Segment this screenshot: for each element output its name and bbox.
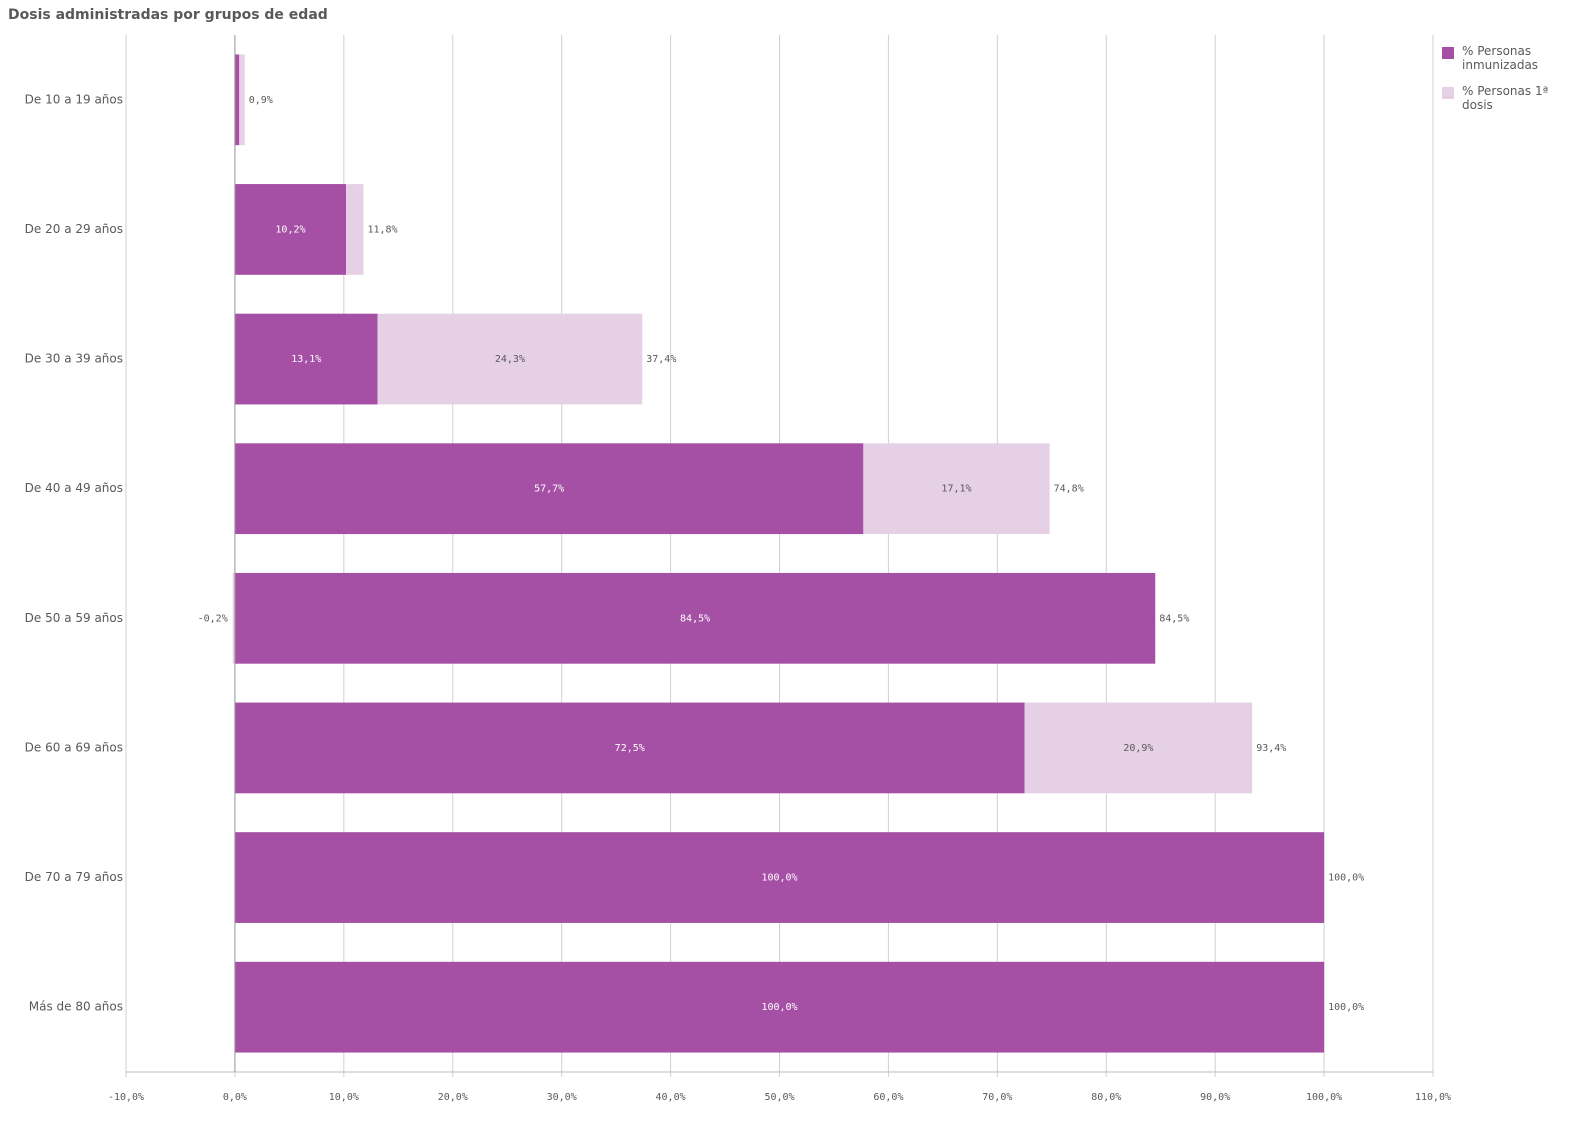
bar-segment [377,313,643,405]
total-label: 84,5% [1159,613,1189,624]
y-tick-label: De 20 a 29 años [25,222,123,236]
x-tick-label: 30,0% [547,1092,577,1103]
total-label: 37,4% [646,354,676,365]
value-label: 20,9% [1123,743,1153,754]
value-label: 17,1% [941,484,971,495]
value-label: 13,1% [291,354,321,365]
bar-segment [234,184,347,275]
legend-label: % Personas inmunizadas [1462,44,1539,72]
x-tick-label: 110,0% [1415,1092,1451,1103]
chart-title: Dosis administradas por grupos de edad [8,7,328,23]
bar-segment [234,832,1325,923]
total-label: 100,0% [1328,1002,1364,1013]
y-tick-label: De 60 a 69 años [25,740,123,754]
x-tick-label: 20,0% [438,1092,468,1103]
y-tick-label: De 30 a 39 años [25,352,123,366]
bar-segment [346,184,364,275]
bar-segment [234,313,378,405]
x-tick-label: -10,0% [108,1092,144,1103]
bar-segment [234,443,864,535]
total-label: 93,4% [1256,743,1286,754]
total-label: 74,8% [1054,484,1084,495]
value-label: 57,7% [534,484,564,495]
x-tick-label: 90,0% [1200,1092,1230,1103]
x-tick-label: 40,0% [656,1092,686,1103]
bar-segment [232,572,235,664]
legend-swatch [1442,47,1454,59]
total-label: 100,0% [1328,873,1364,884]
value-label: 72,5% [615,743,645,754]
value-label: 100,0% [761,1002,797,1013]
value-label: 84,5% [680,613,710,624]
legend-item[interactable]: % Personas 1ª dosis [1440,84,1590,112]
x-tick-label: 70,0% [982,1092,1012,1103]
y-tick-label: Más de 80 años [29,1000,123,1014]
bar-segment [863,443,1050,535]
value-label: -0,2% [198,613,228,624]
x-tick-label: 10,0% [329,1092,359,1103]
legend-label: % Personas 1ª dosis [1462,84,1549,112]
legend-swatch [1442,87,1454,99]
x-tick-label: 80,0% [1091,1092,1121,1103]
bar-segment [234,961,1325,1053]
y-tick-label: De 50 a 59 años [25,611,123,625]
bar-segment [1024,702,1253,794]
x-tick-label: 50,0% [764,1092,794,1103]
total-label: 11,8% [367,224,397,235]
value-label: 100,0% [761,873,797,884]
value-label: 24,3% [495,354,525,365]
bar-segment [234,572,1156,664]
y-tick-label: De 40 a 49 años [25,481,123,495]
legend-item[interactable]: % Personas inmunizadas [1440,44,1590,72]
x-tick-label: 100,0% [1306,1092,1342,1103]
x-tick-label: 0,0% [223,1092,247,1103]
y-tick-label: De 10 a 19 años [25,92,123,106]
y-tick-label: De 70 a 79 años [25,870,123,884]
total-label: 0,9% [249,95,273,106]
bar-segment [234,54,240,146]
bar-segment [234,702,1025,794]
value-label: 10,2% [275,224,305,235]
legend: % Personas inmunizadas % Personas 1ª dosi… [1440,44,1590,124]
bar-segment [239,54,245,146]
x-tick-label: 60,0% [873,1092,903,1103]
